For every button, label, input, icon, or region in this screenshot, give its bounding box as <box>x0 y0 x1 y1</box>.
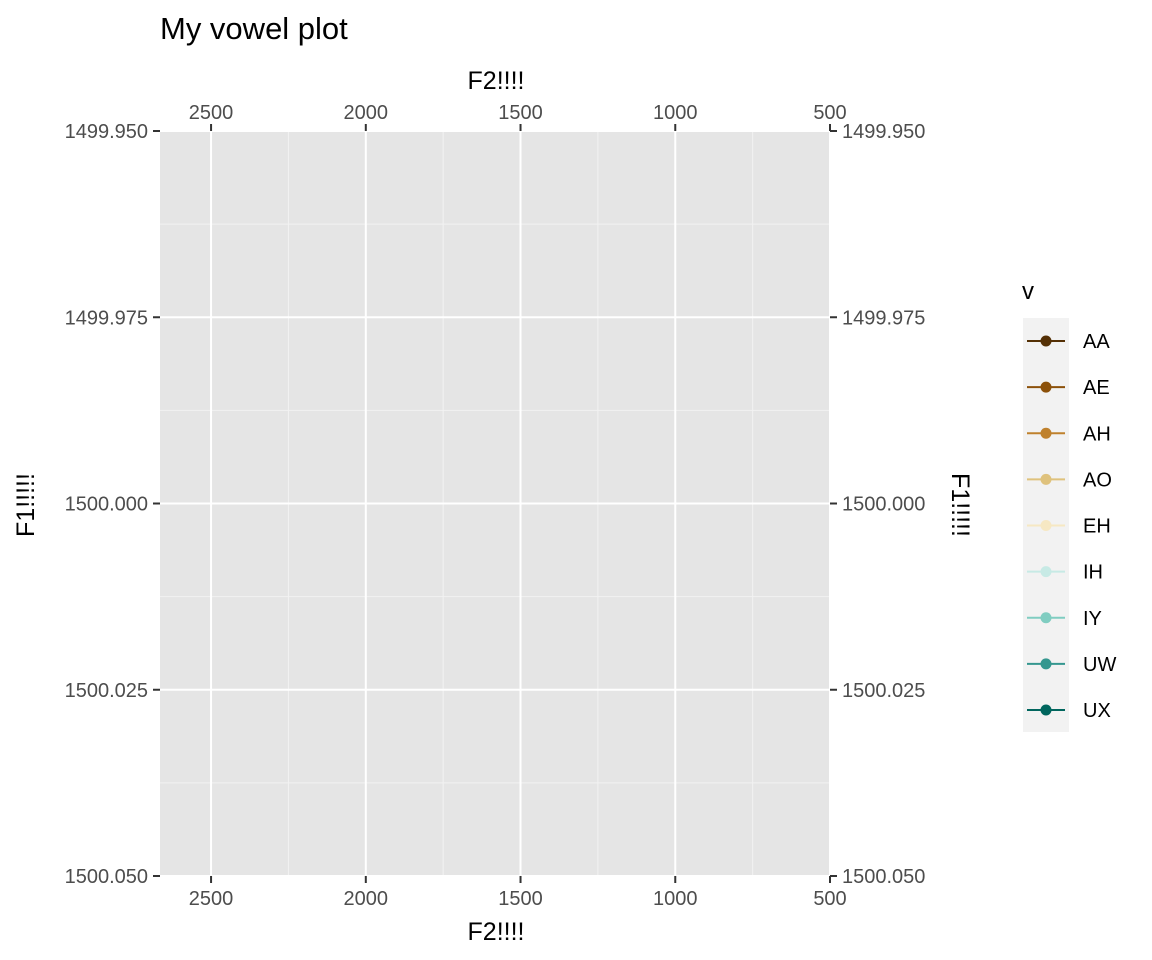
legend-item-ux: UX <box>1027 700 1111 722</box>
x-axis-title-top: F2!!!! <box>468 67 525 95</box>
y-axis-title-left: F1!!!!! <box>12 473 40 537</box>
legend-label: AH <box>1083 423 1111 445</box>
legend-key-point <box>1040 658 1052 670</box>
x-tick-label-top: 1500 <box>498 102 543 124</box>
x-tick-label-bottom: 2500 <box>189 888 234 910</box>
legend-label: AE <box>1083 377 1110 399</box>
y-tick-label-left: 1500.025 <box>65 680 148 702</box>
legend-key-point <box>1040 566 1052 578</box>
legend-title: v <box>1022 278 1034 305</box>
x-tick-label-bottom: 500 <box>813 888 846 910</box>
x-tick-label-top: 2500 <box>189 102 234 124</box>
y-tick-label-right: 1499.975 <box>842 307 925 329</box>
axis-ticks <box>153 124 837 883</box>
legend-item-eh: EH <box>1027 516 1111 538</box>
y-tick-label-right: 1500.000 <box>842 494 925 516</box>
legend-key-point <box>1040 520 1052 531</box>
legend-key-point <box>1040 381 1052 393</box>
x-tick-label-bottom: 1500 <box>498 888 543 910</box>
legend-item-uw: UW <box>1027 654 1116 676</box>
y-tick-label-right: 1499.950 <box>842 121 925 143</box>
legend-item-aa: AA <box>1027 331 1110 353</box>
major-gridlines <box>160 130 831 877</box>
legend-item-ih: IH <box>1027 562 1103 584</box>
legend-key-point <box>1040 335 1052 347</box>
x-tick-label-top: 2000 <box>344 102 389 124</box>
legend-label: AO <box>1083 469 1112 491</box>
y-axis-title-right: F1!!!!! <box>946 473 974 537</box>
x-tick-label-bottom: 2000 <box>344 888 389 910</box>
legend-item-ae: AE <box>1027 377 1110 399</box>
y-tick-label-left: 1500.050 <box>65 866 148 888</box>
x-tick-label-bottom: 1000 <box>653 888 698 910</box>
y-tick-label-right: 1500.025 <box>842 680 925 702</box>
legend-key-point <box>1040 473 1052 485</box>
x-axis-title-bottom: F2!!!! <box>468 918 525 946</box>
legend-label: IY <box>1083 608 1102 630</box>
axis-tick-labels: 2500250020002000150015001000100050050014… <box>65 102 926 910</box>
x-tick-label-top: 500 <box>813 102 846 124</box>
y-tick-label-left: 1499.950 <box>65 121 148 143</box>
y-tick-label-left: 1500.000 <box>65 494 148 516</box>
legend-key-point <box>1040 427 1052 439</box>
legend-label: EH <box>1083 516 1111 538</box>
legend-key-point <box>1040 612 1052 624</box>
y-tick-label-right: 1500.050 <box>842 866 925 888</box>
chart-title: My vowel plot <box>160 11 348 46</box>
y-tick-label-left: 1499.975 <box>65 307 148 329</box>
legend-label: UW <box>1083 654 1116 676</box>
legend-label: UX <box>1083 700 1111 722</box>
legend-item-ao: AO <box>1027 469 1112 491</box>
legend-item-ah: AH <box>1027 423 1111 445</box>
x-tick-label-top: 1000 <box>653 102 698 124</box>
legend-key-point <box>1040 704 1052 716</box>
legend-label: IH <box>1083 562 1103 584</box>
legend: v AA AE AH AO EH IH IY UW UX <box>1022 278 1116 732</box>
legend-item-iy: IY <box>1027 608 1102 630</box>
legend-label: AA <box>1083 331 1110 353</box>
